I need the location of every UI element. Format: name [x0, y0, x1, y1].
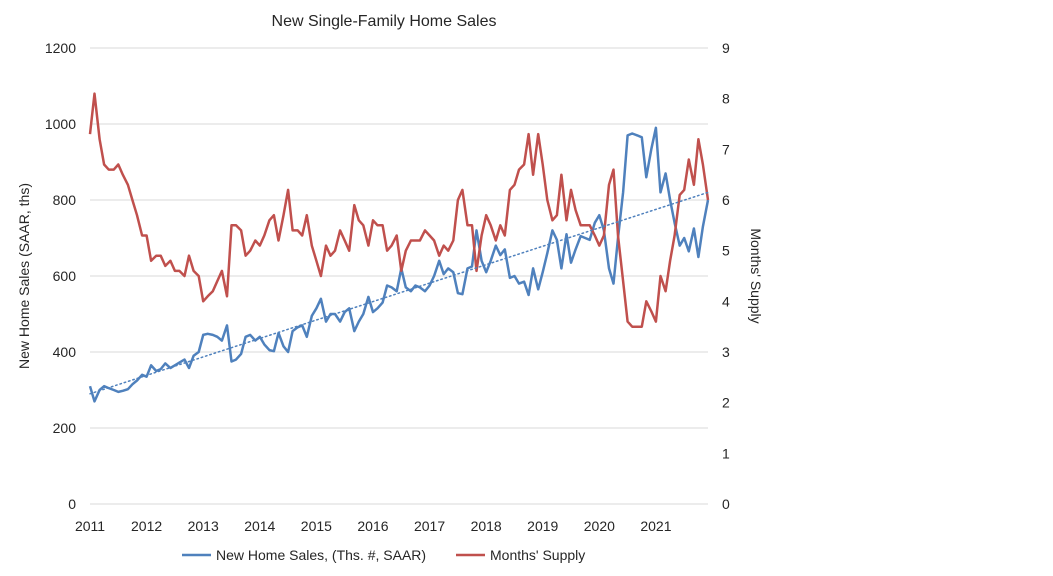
x-axis-ticks: 2011 2012 2013 2014 2015 2016 2017 2018 2019 2020… [75, 518, 672, 534]
x-tick-label: 2016 [357, 518, 388, 534]
x-tick-label: 2021 [640, 518, 671, 534]
right-tick-label: 9 [722, 40, 730, 56]
legend-label-new-home-sales: New Home Sales, (Ths. #, SAAR) [216, 547, 426, 563]
series-line-months-supply [88, 92, 710, 328]
x-tick-label: 2011 [75, 518, 105, 534]
right-tick-label: 0 [722, 496, 730, 512]
left-tick-label: 600 [53, 268, 77, 284]
left-tick-label: 800 [53, 192, 77, 208]
x-tick-label: 2013 [188, 518, 219, 534]
legend: New Home Sales, (Ths. #, SAAR) Months' S… [182, 547, 585, 563]
x-tick-label: 2019 [527, 518, 558, 534]
right-tick-label: 7 [722, 141, 730, 157]
x-tick-label: 2012 [131, 518, 162, 534]
right-axis-title: Months' Supply [748, 228, 764, 323]
left-tick-label: 1200 [45, 40, 76, 56]
x-tick-label: 2015 [301, 518, 332, 534]
x-tick-label: 2018 [471, 518, 502, 534]
right-tick-label: 5 [722, 243, 730, 259]
right-tick-label: 8 [722, 91, 730, 107]
series-line-new-home-sales [88, 126, 710, 403]
left-tick-label: 400 [53, 344, 77, 360]
left-tick-label: 0 [68, 496, 76, 512]
series-layer [88, 92, 710, 403]
trend-line [89, 191, 709, 395]
x-tick-label: 2017 [414, 518, 445, 534]
right-tick-label: 3 [722, 344, 730, 360]
left-axis-title: New Home Sales (SAAR, ths) [16, 183, 32, 369]
x-tick-label: 2014 [244, 518, 275, 534]
legend-label-months-supply: Months' Supply [490, 547, 585, 563]
right-axis-ticks: 0 1 2 3 4 5 6 7 8 9 [722, 40, 730, 512]
left-axis-ticks: 0 200 400 600 800 1000 1200 [45, 40, 76, 512]
left-tick-label: 1000 [45, 116, 76, 132]
chart-title: New Single-Family Home Sales [272, 13, 497, 30]
right-tick-label: 6 [722, 192, 730, 208]
left-tick-label: 200 [53, 420, 77, 436]
right-tick-label: 2 [722, 395, 730, 411]
x-tick-label: 2020 [584, 518, 615, 534]
grid-lines [90, 47, 708, 505]
right-tick-label: 1 [722, 445, 730, 461]
right-tick-label: 4 [722, 293, 730, 309]
